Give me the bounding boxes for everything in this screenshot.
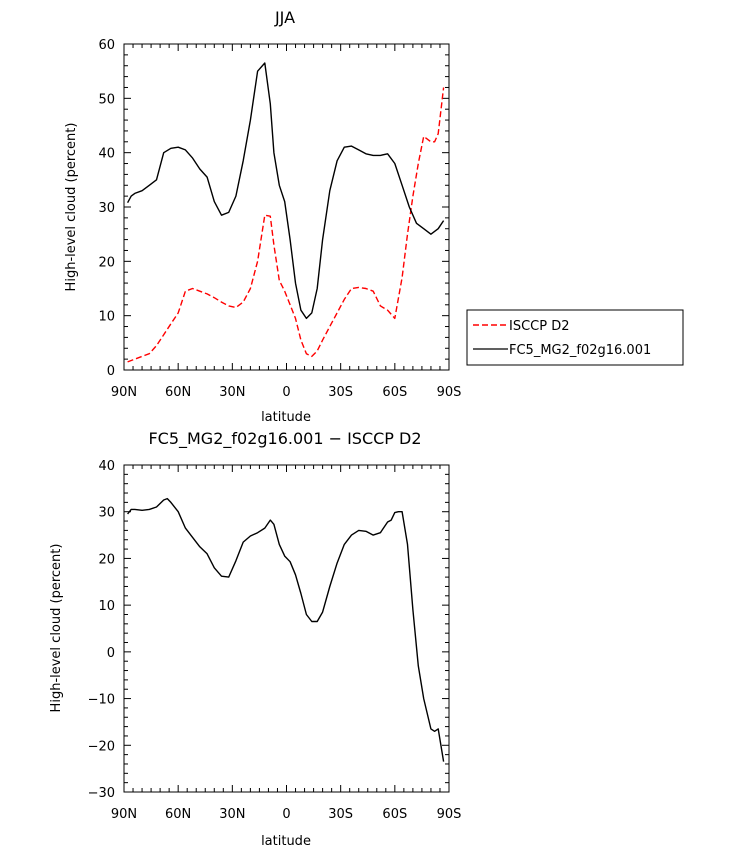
x-tick-label: 0	[282, 807, 290, 822]
y-tick-label: 40	[98, 459, 115, 474]
y-axis-label: High-level cloud (percent)	[64, 123, 79, 292]
chart-title: FC5_MG2_f02g16.001 − ISCCP D2	[148, 429, 421, 449]
series-line-model	[126, 62, 445, 320]
x-tick-label: 30N	[219, 385, 245, 400]
y-tick-label: 20	[98, 552, 115, 567]
y-tick-label: 0	[107, 646, 115, 661]
x-tick-labels: 90N 60N 30N 0 30S 60S 90S	[111, 385, 462, 400]
panel-top: JJA 90N 60N 30N 0 30S 60S 90S 0 10 20 30 40 50 60 la…	[64, 8, 461, 425]
series-line-isccp-d2	[127, 87, 445, 363]
legend-label-model: FC5_MG2_f02g16.001	[509, 343, 651, 358]
y-tick-label: 10	[98, 599, 115, 614]
y-tick-label: 40	[98, 147, 115, 162]
x-tick-label: 60N	[165, 807, 191, 822]
plot-frame	[123, 43, 450, 371]
plot-frame	[123, 464, 450, 793]
y-tick-label: 30	[98, 201, 115, 216]
series-lines	[126, 62, 445, 363]
y-tick-label: −20	[88, 739, 115, 754]
x-tick-label: 30S	[328, 807, 353, 822]
x-tick-labels: 90N 60N 30N 0 30S 60S 90S	[111, 807, 462, 822]
x-tick-label: 60S	[382, 807, 407, 822]
series-lines	[127, 497, 445, 762]
x-tick-label: 90S	[437, 385, 462, 400]
x-tick-label: 0	[282, 385, 290, 400]
x-tick-label: 90N	[111, 807, 137, 822]
x-tick-label: 30S	[328, 385, 353, 400]
y-tick-label: −30	[88, 786, 115, 801]
x-tick-label: 30N	[219, 807, 245, 822]
y-tick-labels: −30 −20 −10 0 10 20 30 40	[88, 459, 115, 801]
legend-box	[466, 309, 684, 366]
series-line-model	[127, 497, 445, 762]
legend: ISCCP D2 FC5_MG2_f02g16.001	[466, 309, 684, 366]
panel-bottom: FC5_MG2_f02g16.001 − ISCCP D2 90N 60N 30N 0…	[49, 429, 461, 849]
x-tick-label: 90N	[111, 385, 137, 400]
x-tick-label: 60S	[382, 385, 407, 400]
y-tick-label: 50	[98, 92, 115, 107]
y-tick-label: 60	[98, 38, 115, 53]
x-axis-label: latitude	[261, 410, 311, 425]
tick-marks	[123, 464, 450, 793]
chart-title: JJA	[274, 8, 295, 27]
x-tick-label: 60N	[165, 385, 191, 400]
y-tick-label: 0	[107, 364, 115, 379]
x-tick-label: 90S	[437, 807, 462, 822]
y-tick-label: 10	[98, 310, 115, 325]
x-axis-label: latitude	[261, 834, 311, 849]
legend-label-isccp: ISCCP D2	[509, 319, 570, 334]
y-axis-label: High-level cloud (percent)	[49, 544, 64, 713]
y-tick-labels: 0 10 20 30 40 50 60	[98, 38, 115, 379]
y-tick-label: −10	[88, 693, 115, 708]
y-tick-label: 20	[98, 255, 115, 270]
y-tick-label: 30	[98, 506, 115, 521]
